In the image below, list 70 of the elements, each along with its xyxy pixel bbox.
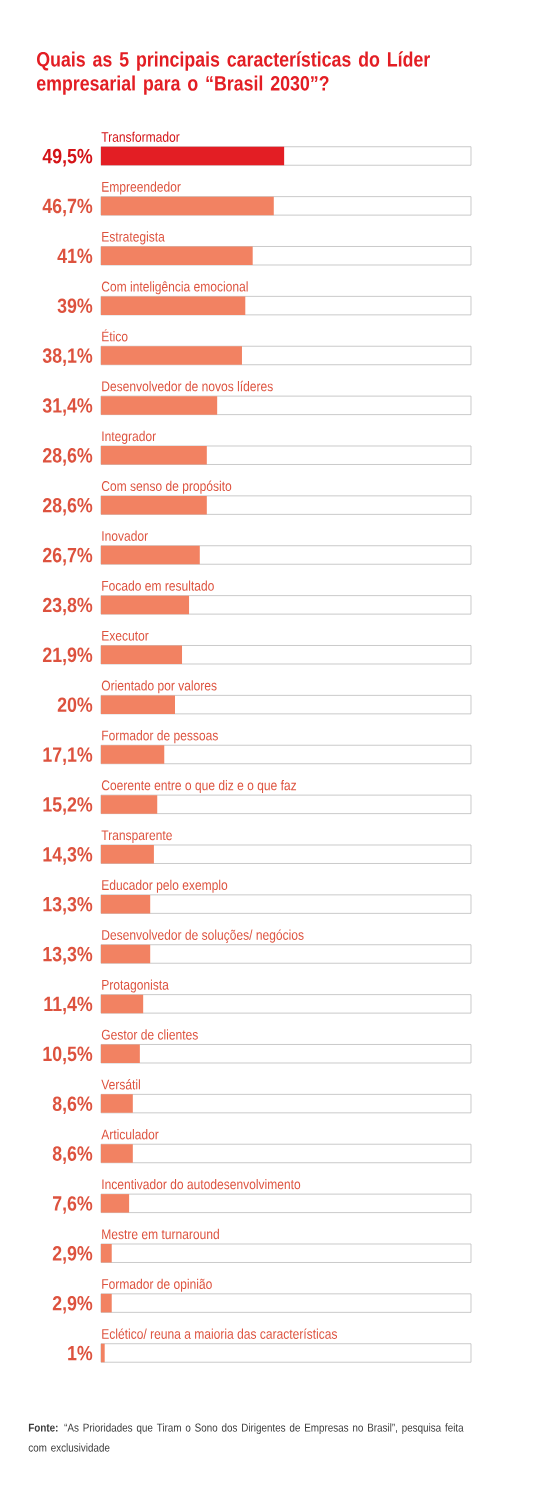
data-label: 1%	[68, 1345, 93, 1361]
data-label: 39%	[57, 298, 93, 314]
text: Fonte: “As Prioridades que Tiram o Sono dos Dirigentes de Empresas no Brasil”, pesquisa feita com exclusividade	[28, 1423, 464, 1452]
bar	[101, 1293, 112, 1313]
y-tick-label: Educador pelo exemplo	[102, 879, 228, 893]
bar	[101, 645, 183, 664]
y-tick-label: Articulador	[101, 1129, 159, 1140]
data-label: 11,4%	[44, 996, 93, 1015]
y-tick-label: Integrador	[102, 430, 156, 444]
bar	[101, 944, 151, 964]
data-label: 13,3%	[43, 946, 93, 965]
data-label: 8,6%	[52, 1146, 93, 1164]
y-tick-label: Coerente entre o que diz e o que faz	[101, 779, 297, 794]
y-tick-label: Versátil	[101, 1079, 140, 1090]
bar	[101, 795, 158, 814]
y-tick-label: Inovador	[102, 530, 148, 541]
data-label: 46,7%	[42, 198, 93, 217]
data-label: 13,3%	[43, 896, 93, 915]
y-tick-label: Mestre em turnaround	[102, 1228, 219, 1240]
y-tick-label: Gestor de clientes	[101, 1029, 198, 1040]
bar	[101, 446, 207, 465]
bar	[101, 595, 190, 615]
data-label: 8,6%	[52, 1096, 93, 1115]
bar	[101, 1094, 133, 1113]
bar	[101, 845, 154, 864]
data-label: 38,1%	[42, 348, 93, 366]
y-tick-label: Desenvolvedor de novos líderes	[102, 380, 273, 392]
y-tick-label: Desenvolvedor de soluções/ negócios	[102, 929, 304, 943]
y-tick-label: Formador de opinião	[102, 1278, 212, 1292]
y-tick-label: Focado em resultado	[102, 580, 214, 591]
data-label: 26,7%	[42, 547, 93, 566]
bar	[101, 1194, 130, 1213]
data-label: 17,1%	[43, 747, 93, 765]
data-label: 21,9%	[42, 647, 93, 666]
bar	[101, 396, 218, 415]
y-tick-label: Protagonista	[102, 979, 169, 993]
y-tick-label: Estrategista	[102, 231, 165, 245]
y-tick-label: Ético	[102, 329, 128, 342]
data-label: 14,3%	[43, 847, 93, 865]
y-tick-label: Com senso de propósito	[101, 480, 232, 494]
data-label: 31,4%	[42, 398, 93, 416]
y-tick-label: Transformador	[101, 131, 180, 142]
y-tick-label: Incentivador do autodesenvolvimento	[102, 1178, 301, 1190]
data-label: 28,6%	[42, 448, 93, 466]
bar	[101, 1243, 112, 1263]
bar	[101, 1343, 105, 1363]
data-label: 49,5%	[42, 148, 93, 167]
data-label: 7,6%	[52, 1196, 93, 1214]
bar	[101, 1144, 133, 1163]
y-tick-label: Orientado por valores	[101, 680, 217, 694]
data-label: 20%	[57, 697, 93, 713]
y-tick-label: Com inteligência emocional	[101, 281, 248, 295]
data-label: 23,8%	[42, 597, 93, 616]
data-label: 28,6%	[42, 497, 93, 516]
bar	[101, 495, 207, 515]
chart-title: Quais as 5 principais características do Líder empresarial para o “Brasil 2030”?	[36, 51, 430, 95]
y-tick-label: Transparente	[101, 830, 172, 843]
data-label: 10,5%	[43, 1046, 93, 1065]
bar	[101, 894, 151, 914]
bar	[101, 695, 175, 714]
y-tick-label: Empreendedor	[102, 181, 181, 195]
data-label: 2,9%	[52, 1246, 93, 1264]
bar	[101, 545, 200, 565]
y-tick-label: Eclético/ reuna a maioria das características	[102, 1328, 338, 1339]
y-tick-label: Formador de pessoas	[102, 730, 218, 744]
data-label: 41%	[57, 248, 93, 264]
data-label: 2,9%	[52, 1295, 93, 1314]
bar	[101, 745, 165, 764]
data-label: 15,2%	[43, 797, 93, 815]
y-tick-label: Executor	[102, 630, 149, 641]
